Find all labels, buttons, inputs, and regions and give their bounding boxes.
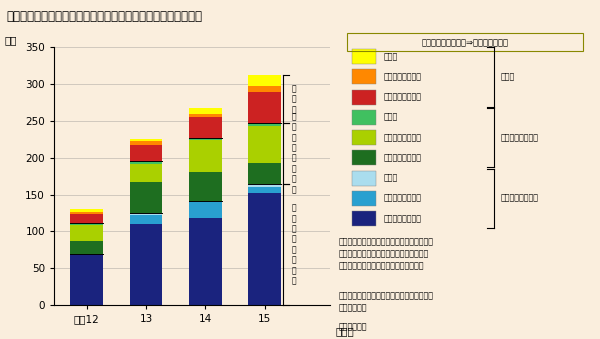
Bar: [347, 33, 583, 51]
Bar: [248, 163, 281, 184]
Text: 住宅地: 住宅地: [383, 113, 398, 122]
Bar: [130, 215, 163, 224]
Bar: [189, 117, 221, 138]
Bar: [248, 187, 281, 193]
Text: 工場・事業場跡地: 工場・事業場跡地: [383, 194, 421, 203]
Bar: [352, 69, 376, 84]
Bar: [130, 224, 163, 305]
Text: 工場・事業場敷地: 工場・事業場敷地: [383, 93, 421, 101]
Text: （年）: （年）: [335, 326, 354, 336]
Bar: [248, 92, 281, 122]
Bar: [130, 213, 163, 215]
Bar: [352, 49, 376, 64]
Bar: [130, 164, 163, 182]
Text: ２：「工場・事業所敷地」にはサービス業
　　を含む。: ２：「工場・事業所敷地」にはサービス業 を含む。: [339, 292, 434, 312]
Bar: [189, 218, 221, 305]
Bar: [352, 150, 376, 165]
Bar: [70, 223, 103, 225]
Bar: [352, 191, 376, 206]
Bar: [189, 172, 221, 201]
Text: 工場・事業場跡地: 工場・事業場跡地: [383, 72, 421, 81]
Bar: [189, 138, 221, 140]
Bar: [70, 214, 103, 223]
Bar: [248, 184, 281, 187]
Text: 工場・事業場敷地: 工場・事業場敷地: [383, 153, 421, 162]
Bar: [352, 89, 376, 104]
Bar: [352, 110, 376, 125]
Bar: [70, 225, 103, 241]
Text: 住宅地: 住宅地: [383, 52, 398, 61]
Bar: [189, 108, 221, 114]
Text: 件数: 件数: [4, 35, 17, 45]
Bar: [248, 86, 281, 92]
Text: 工場・事業場敷地: 工場・事業場敷地: [383, 214, 421, 223]
Text: 注１：土壌汚染の報告当時と現在の土地利用
　　状況は、工場・事業場敷地、工場・事
　　業場跡地及び住宅地のものに限る。: 注１：土壌汚染の報告当時と現在の土地利用 状況は、工場・事業場敷地、工場・事 業…: [339, 237, 434, 270]
Bar: [130, 139, 163, 141]
Bar: [352, 171, 376, 185]
Bar: [130, 145, 163, 161]
Bar: [70, 241, 103, 254]
Bar: [70, 254, 103, 305]
Text: 工
場
・
事
業
場
跡
地: 工 場 ・ 事 業 場 跡 地: [292, 112, 296, 194]
Bar: [189, 201, 221, 218]
Text: 工場・事業場跡地: 工場・事業場跡地: [501, 133, 539, 142]
Text: 住宅地: 住宅地: [501, 72, 515, 81]
Text: 住宅地: 住宅地: [383, 174, 398, 182]
Bar: [248, 122, 281, 126]
Bar: [248, 126, 281, 163]
Text: 図１－２－２１　主な土壌汚染調査・対策場所の土地利用状況: 図１－２－２１ 主な土壌汚染調査・対策場所の土地利用状況: [6, 10, 202, 23]
Bar: [189, 140, 221, 172]
Bar: [130, 141, 163, 145]
Bar: [130, 161, 163, 164]
Text: 工場・事業場跡地: 工場・事業場跡地: [383, 133, 421, 142]
Text: 対策当時の土地利用⇒現在の土地利用: 対策当時の土地利用⇒現在の土地利用: [421, 39, 509, 47]
Bar: [70, 210, 103, 212]
Text: 工
場
・
事
業
場
敷
地: 工 場 ・ 事 業 場 敷 地: [292, 203, 296, 285]
Text: 住
宅
地: 住 宅 地: [292, 84, 296, 114]
Bar: [248, 193, 281, 305]
Bar: [130, 182, 163, 213]
Bar: [70, 212, 103, 214]
Bar: [248, 76, 281, 86]
Bar: [352, 211, 376, 226]
Text: 工場・事業場敷地: 工場・事業場敷地: [501, 194, 539, 203]
Text: 資料：環境省: 資料：環境省: [339, 322, 367, 331]
Bar: [352, 130, 376, 145]
Bar: [189, 114, 221, 117]
